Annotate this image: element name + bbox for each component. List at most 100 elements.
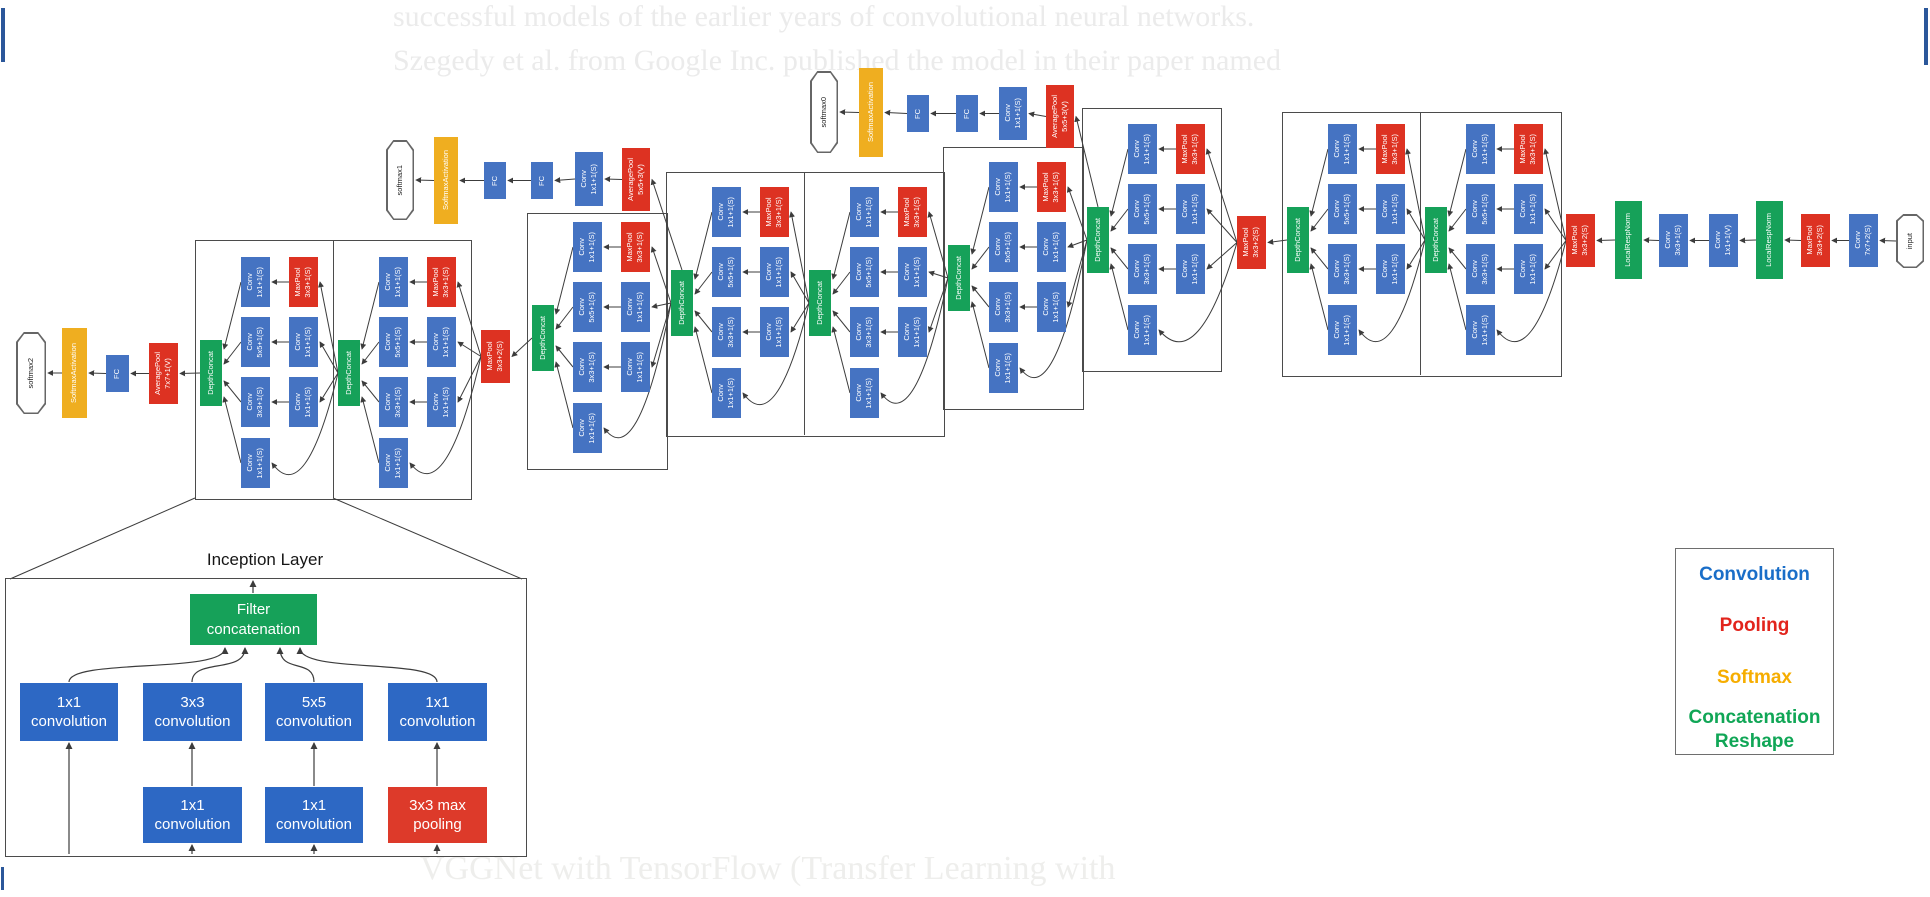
module-4a-branch3-inner: Conv 1x1+1(S)	[1128, 305, 1157, 355]
module-4d-branch2-inner: Conv 3x3+1(S)	[712, 307, 741, 357]
depthconcat-3b: DepthConcat	[1425, 207, 1447, 273]
color-legend: Convolution Pooling Softmax Concatenation Re…	[1675, 548, 1834, 755]
inset-3x3-convolution: 3x3 convolution	[143, 683, 242, 741]
module-4b-branch2-outer: Conv 1x1+1(S)	[1037, 282, 1066, 332]
module-5b-branch2-inner: Conv 3x3+1(S)	[241, 377, 270, 427]
depthconcat-5a: DepthConcat	[338, 340, 360, 406]
module-4a-branch1-inner: Conv 5x5+1(S)	[1128, 184, 1157, 234]
module-3a-branch2-inner: Conv 3x3+1(S)	[1328, 244, 1357, 294]
depthconcat-4c: DepthConcat	[809, 270, 831, 336]
inception-group-divider-0	[333, 240, 334, 498]
module-5b-branch2-outer: Conv 1x1+1(S)	[289, 377, 318, 427]
legend-item-pooling: Pooling	[1719, 615, 1790, 636]
inset-3x3-max-pooling: 3x3 max pooling	[388, 787, 487, 843]
module-3a-branch0-outer: MaxPool 3x3+1(S)	[1376, 124, 1405, 174]
module-5b-branch1-outer: Conv 1x1+1(S)	[289, 317, 318, 367]
inset-1x1-convolution: 1x1 convolution	[20, 683, 118, 741]
module-3a-branch0-inner: Conv 1x1+1(S)	[1328, 124, 1357, 174]
edge-mark-2	[1, 867, 4, 890]
module-4d-branch0-inner: Conv 1x1+1(S)	[712, 187, 741, 237]
module-3a-branch1-inner: Conv 5x5+1(S)	[1328, 184, 1357, 234]
module-4e-branch0-outer: MaxPool 3x3+1(S)	[621, 222, 650, 272]
module-4d-branch2-outer: Conv 1x1+1(S)	[760, 307, 789, 357]
softmaxactivation-sma1: SoftmaxActivation	[434, 137, 458, 224]
softmax2-terminal: softmax2	[16, 332, 46, 414]
module-4d-branch1-outer: Conv 1x1+1(S)	[760, 247, 789, 297]
module-4b-branch1-inner: Conv 5x5+1(S)	[989, 222, 1018, 272]
module-3b-branch0-inner: Conv 1x1+1(S)	[1466, 124, 1495, 174]
module-3b-branch2-inner: Conv 3x3+1(S)	[1466, 244, 1495, 294]
softmax1-terminal: softmax1	[386, 140, 414, 220]
legend-item-concatenation: Concatenation	[1688, 707, 1821, 728]
module-4b-branch1-outer: Conv 1x1+1(S)	[1037, 222, 1066, 272]
faded-paragraph-line-2: Szegedy et al. from Google Inc. publishe…	[393, 44, 1282, 77]
module-4c-branch2-outer: Conv 1x1+1(S)	[898, 307, 927, 357]
inset-1x1-convolution: 1x1 convolution	[143, 787, 242, 843]
module-4c-branch0-outer: MaxPool 3x3+1(S)	[898, 187, 927, 237]
faded-paragraph-line-1: successful models of the earlier years o…	[393, 0, 1255, 33]
module-4b-branch2-inner: Conv 3x3+1(S)	[989, 282, 1018, 332]
conv-1x1-1-v--conv1v: Conv 1x1+1(V)	[1709, 214, 1738, 267]
fc-fc1a: FC	[531, 162, 553, 199]
depthconcat-4a: DepthConcat	[1087, 207, 1109, 273]
input-terminal: input	[1896, 214, 1924, 268]
averagepool-5x5-3-v--ap0: AveragePool 5x5+3(V)	[1046, 85, 1074, 148]
module-4c-branch1-inner: Conv 5x5+1(S)	[850, 247, 879, 297]
inset-5x5-convolution: 5x5 convolution	[265, 683, 363, 741]
module-5a-branch0-inner: Conv 1x1+1(S)	[379, 257, 408, 307]
module-3a-branch2-outer: Conv 1x1+1(S)	[1376, 244, 1405, 294]
module-3b-branch1-inner: Conv 5x5+1(S)	[1466, 184, 1495, 234]
inception-group-divider-5	[1420, 112, 1421, 375]
edge-mark-0	[1, 8, 5, 62]
inset-1x1-convolution: 1x1 convolution	[388, 683, 487, 741]
depthconcat-4e: DepthConcat	[532, 305, 554, 371]
module-5b-branch0-inner: Conv 1x1+1(S)	[241, 257, 270, 307]
edge-mark-1	[1924, 8, 1928, 65]
inception-group-divider-2	[804, 172, 805, 435]
module-3b-branch2-outer: Conv 1x1+1(S)	[1514, 244, 1543, 294]
module-4a-branch0-outer: MaxPool 3x3+1(S)	[1176, 124, 1205, 174]
localrespnorm-lrn1: LocalRespNorm	[1756, 201, 1783, 279]
module-4b-branch3-inner: Conv 1x1+1(S)	[989, 343, 1018, 393]
module-4e-branch1-inner: Conv 5x5+1(S)	[573, 282, 602, 332]
averagepool-7x7-1-v--apf: AveragePool 7x7+1(V)	[149, 343, 178, 404]
module-4d-branch0-outer: MaxPool 3x3+1(S)	[760, 187, 789, 237]
module-5a-branch1-outer: Conv 1x1+1(S)	[427, 317, 456, 367]
depthconcat-5b: DepthConcat	[200, 340, 222, 406]
module-5a-branch3-inner: Conv 1x1+1(S)	[379, 438, 408, 488]
module-4e-branch2-outer: Conv 1x1+1(S)	[621, 342, 650, 392]
faded-caption-bottom: VGGNet with TensorFlow (Transfer Learnin…	[420, 850, 1116, 887]
module-4b-branch0-inner: Conv 1x1+1(S)	[989, 162, 1018, 212]
conv-1x1-1-s--cv0: Conv 1x1+1(S)	[999, 87, 1027, 140]
module-5b-branch0-outer: MaxPool 3x3+1(S)	[289, 257, 318, 307]
module-5a-branch2-outer: Conv 1x1+1(S)	[427, 377, 456, 427]
legend-item-convolution: Convolution	[1699, 564, 1810, 585]
module-3b-branch0-outer: MaxPool 3x3+1(S)	[1514, 124, 1543, 174]
fc-fc0b: FC	[907, 95, 929, 132]
inset-outline-box	[5, 578, 527, 857]
fc-fcf: FC	[106, 355, 129, 392]
conv-7x7-2-s--conv7: Conv 7x7+2(S)	[1849, 214, 1878, 267]
inset-1x1-convolution: 1x1 convolution	[265, 787, 363, 843]
fc-fc1b: FC	[484, 162, 506, 199]
localrespnorm-lrn2: LocalRespNorm	[1615, 201, 1642, 279]
module-4d-branch3-inner: Conv 1x1+1(S)	[712, 368, 741, 418]
conv-3x3-1-s--conv3s: Conv 3x3+1(S)	[1659, 214, 1688, 267]
module-4c-branch1-outer: Conv 1x1+1(S)	[898, 247, 927, 297]
module-3a-branch1-outer: Conv 1x1+1(S)	[1376, 184, 1405, 234]
module-4a-branch2-outer: Conv 1x1+1(S)	[1176, 244, 1205, 294]
depthconcat-3a: DepthConcat	[1287, 207, 1309, 273]
depthconcat-4d: DepthConcat	[671, 270, 693, 336]
module-4a-branch1-outer: Conv 1x1+1(S)	[1176, 184, 1205, 234]
maxpool-3x3-2-s--mp_s2: MaxPool 3x3+2(S)	[1566, 214, 1595, 267]
softmaxactivation-sma0: SoftmaxActivation	[859, 68, 883, 157]
softmax0-terminal: softmax0	[810, 71, 838, 153]
maxpool-3x3-2-s--mp34: MaxPool 3x3+2(S)	[1237, 216, 1266, 269]
module-4d-branch1-inner: Conv 5x5+1(S)	[712, 247, 741, 297]
legend-item-softmax: Softmax	[1717, 667, 1792, 688]
conv-1x1-1-s--cv1: Conv 1x1+1(S)	[575, 152, 603, 206]
module-3b-branch3-inner: Conv 1x1+1(S)	[1466, 305, 1495, 355]
module-4e-branch3-inner: Conv 1x1+1(S)	[573, 403, 602, 453]
module-3b-branch1-outer: Conv 1x1+1(S)	[1514, 184, 1543, 234]
